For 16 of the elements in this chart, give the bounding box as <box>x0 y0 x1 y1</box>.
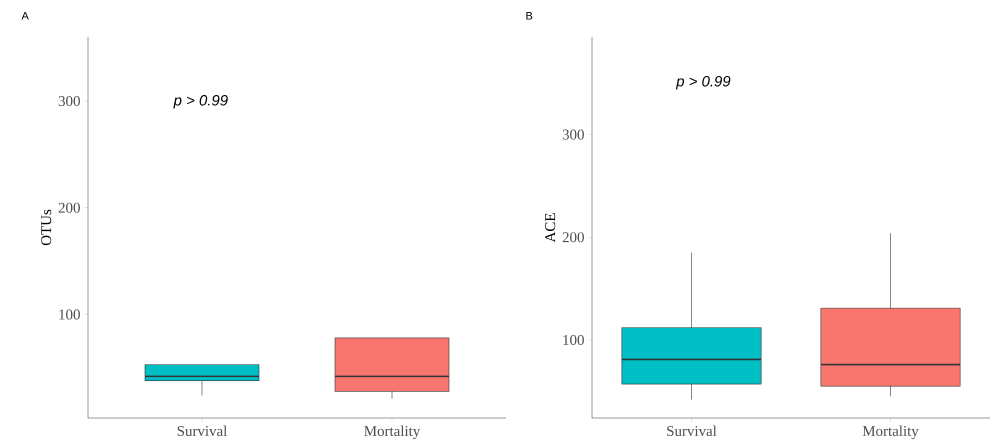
annotation: p > 0.99 <box>676 76 730 90</box>
chart-title: A <box>22 12 29 20</box>
x-tick-label: Mortality <box>862 426 919 440</box>
y-tick-label: 300 <box>562 130 584 140</box>
y-tick-label: 200 <box>562 232 584 242</box>
y-tick-label: 100 <box>563 334 584 345</box>
chart-title: B <box>526 12 532 20</box>
x-tick-label: Mortality <box>364 426 420 440</box>
y-tick-label: 300 <box>58 96 80 106</box>
x-tick-label: Survival <box>667 426 717 436</box>
y-tick-label: 100 <box>59 309 80 320</box>
y-axis-title: OTUs <box>41 210 52 246</box>
y-axis-title: ACE <box>545 213 556 242</box>
y-tick-label: 200 <box>58 202 80 213</box>
annotation: p > 0.99 <box>173 94 228 109</box>
x-tick-label: Survival <box>178 426 228 436</box>
